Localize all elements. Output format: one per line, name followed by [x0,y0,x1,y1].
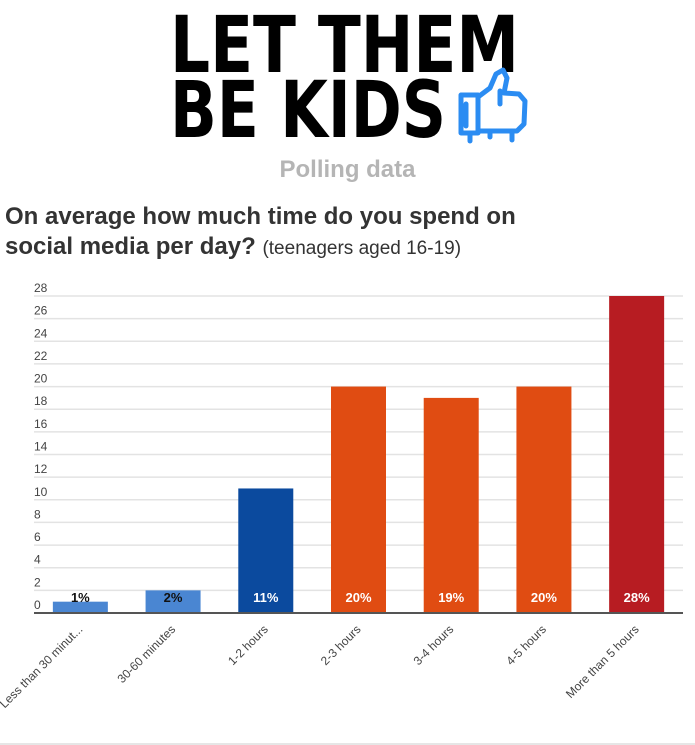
chart-title: On average how much time do you spend on… [5,202,685,264]
logo-line-1: LET THEM [170,1,519,91]
y-tick-label: 4 [34,553,41,567]
thumbs-up-icon [458,67,528,144]
data-label: 11% [253,590,279,605]
bar[interactable] [423,397,479,613]
chart-title-note: (teenagers aged 16-19) [262,238,462,259]
y-tick-label: 20 [34,372,48,386]
x-tick-label: 30-60 minutes [115,622,179,686]
data-label: 20% [345,590,371,605]
data-label: 20% [531,590,557,605]
y-tick-label: 22 [34,349,48,363]
bar[interactable] [609,296,665,613]
y-tick-label: 0 [34,598,41,612]
data-labels: 1% 2% 11% 20% 19% 20% 28% [71,590,650,605]
x-tick-label: 4-5 hours [503,622,549,668]
bars [52,296,665,613]
x-tick-label: Less than 30 minut... [0,622,85,711]
y-tick-label: 26 [34,304,48,318]
data-label: 19% [438,590,464,605]
data-label: 2% [164,590,183,605]
data-label: 1% [71,590,90,605]
data-label: 28% [624,590,650,605]
y-tick-label: 6 [34,530,41,544]
y-tick-label: 8 [34,507,41,521]
bar[interactable] [145,590,201,613]
y-tick-label: 2 [34,575,41,589]
bar[interactable] [52,601,108,613]
bar[interactable] [238,488,294,613]
x-tick-label: 2-3 hours [318,622,364,668]
x-tick-label: More than 5 hours [563,622,642,701]
y-tick-label: 10 [34,485,48,499]
y-tick-label: 18 [34,394,48,408]
x-axis-labels: Less than 30 minut... 30-60 minutes 1-2 ho… [0,622,642,711]
y-tick-label: 14 [34,440,48,454]
y-tick-label: 12 [34,462,48,476]
bottom-divider [0,743,695,745]
subtitle: Polling data [279,156,416,183]
y-tick-label: 28 [34,281,48,295]
bar[interactable] [331,386,386,613]
chart-title-line-2: social media per day? [5,233,256,260]
x-tick-label: 3-4 hours [411,622,457,668]
y-tick-label: 16 [34,417,48,431]
y-tick-label: 24 [34,326,48,340]
bar[interactable] [516,386,572,613]
logo: LET THEM BE KIDS [170,1,528,150]
x-tick-label: 1-2 hours [225,622,271,668]
logo-line-2: BE KIDS [170,66,446,150]
chart-title-line-1: On average how much time do you spend on [5,203,516,230]
